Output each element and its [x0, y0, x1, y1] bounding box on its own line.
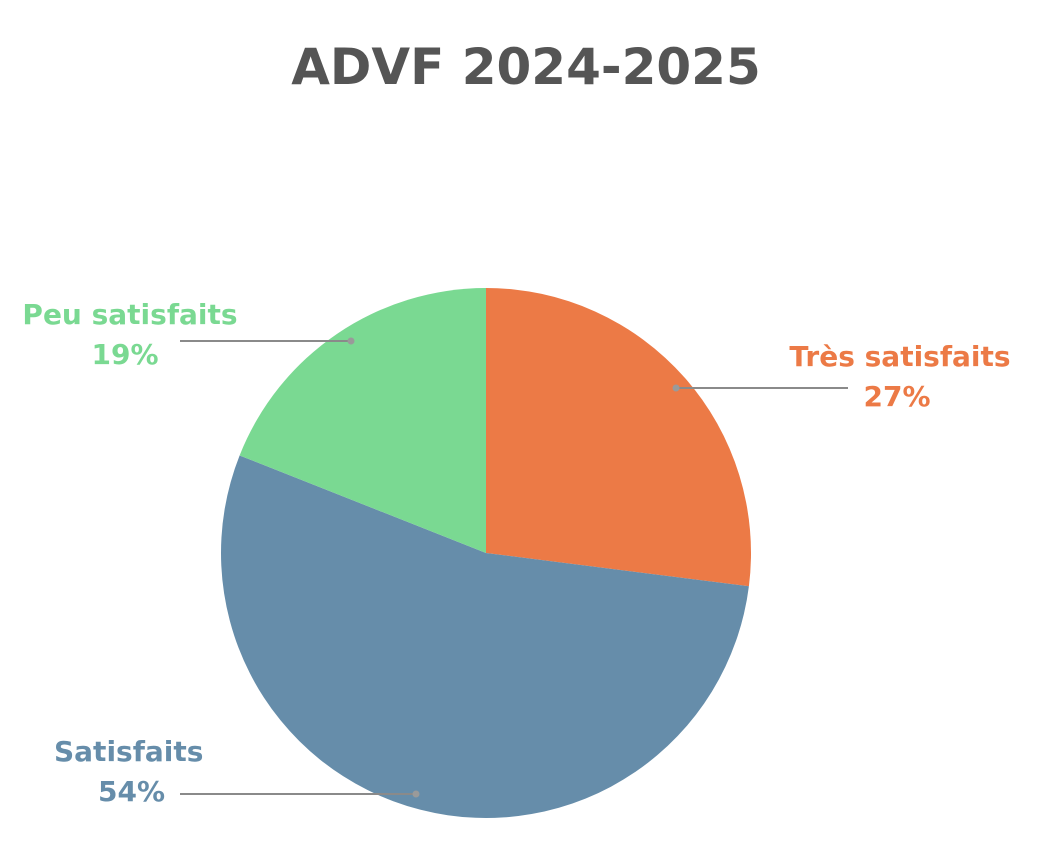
label-sat-name: Satisfaits: [54, 735, 204, 768]
label-tres-satisfaits: Très satisfaits 27%: [785, 337, 1015, 417]
slice-satisfaits: [221, 455, 749, 818]
leader-lines: [180, 337, 848, 798]
label-satisfaits: Satisfaits 54%: [48, 732, 208, 812]
label-peu-pct: 19%: [91, 338, 159, 371]
slice-peu-satisfaits: [239, 288, 486, 553]
chart-title: ADVF 2024-2025: [291, 38, 761, 96]
label-sat-pct: 54%: [98, 775, 166, 808]
slice-tres-satisfaits: [486, 288, 751, 587]
label-peu-name: Peu satisfaits: [22, 298, 238, 331]
label-tres-name: Très satisfaits: [789, 340, 1011, 373]
label-peu-satisfaits: Peu satisfaits 19%: [20, 295, 240, 375]
label-tres-pct: 27%: [863, 380, 931, 413]
